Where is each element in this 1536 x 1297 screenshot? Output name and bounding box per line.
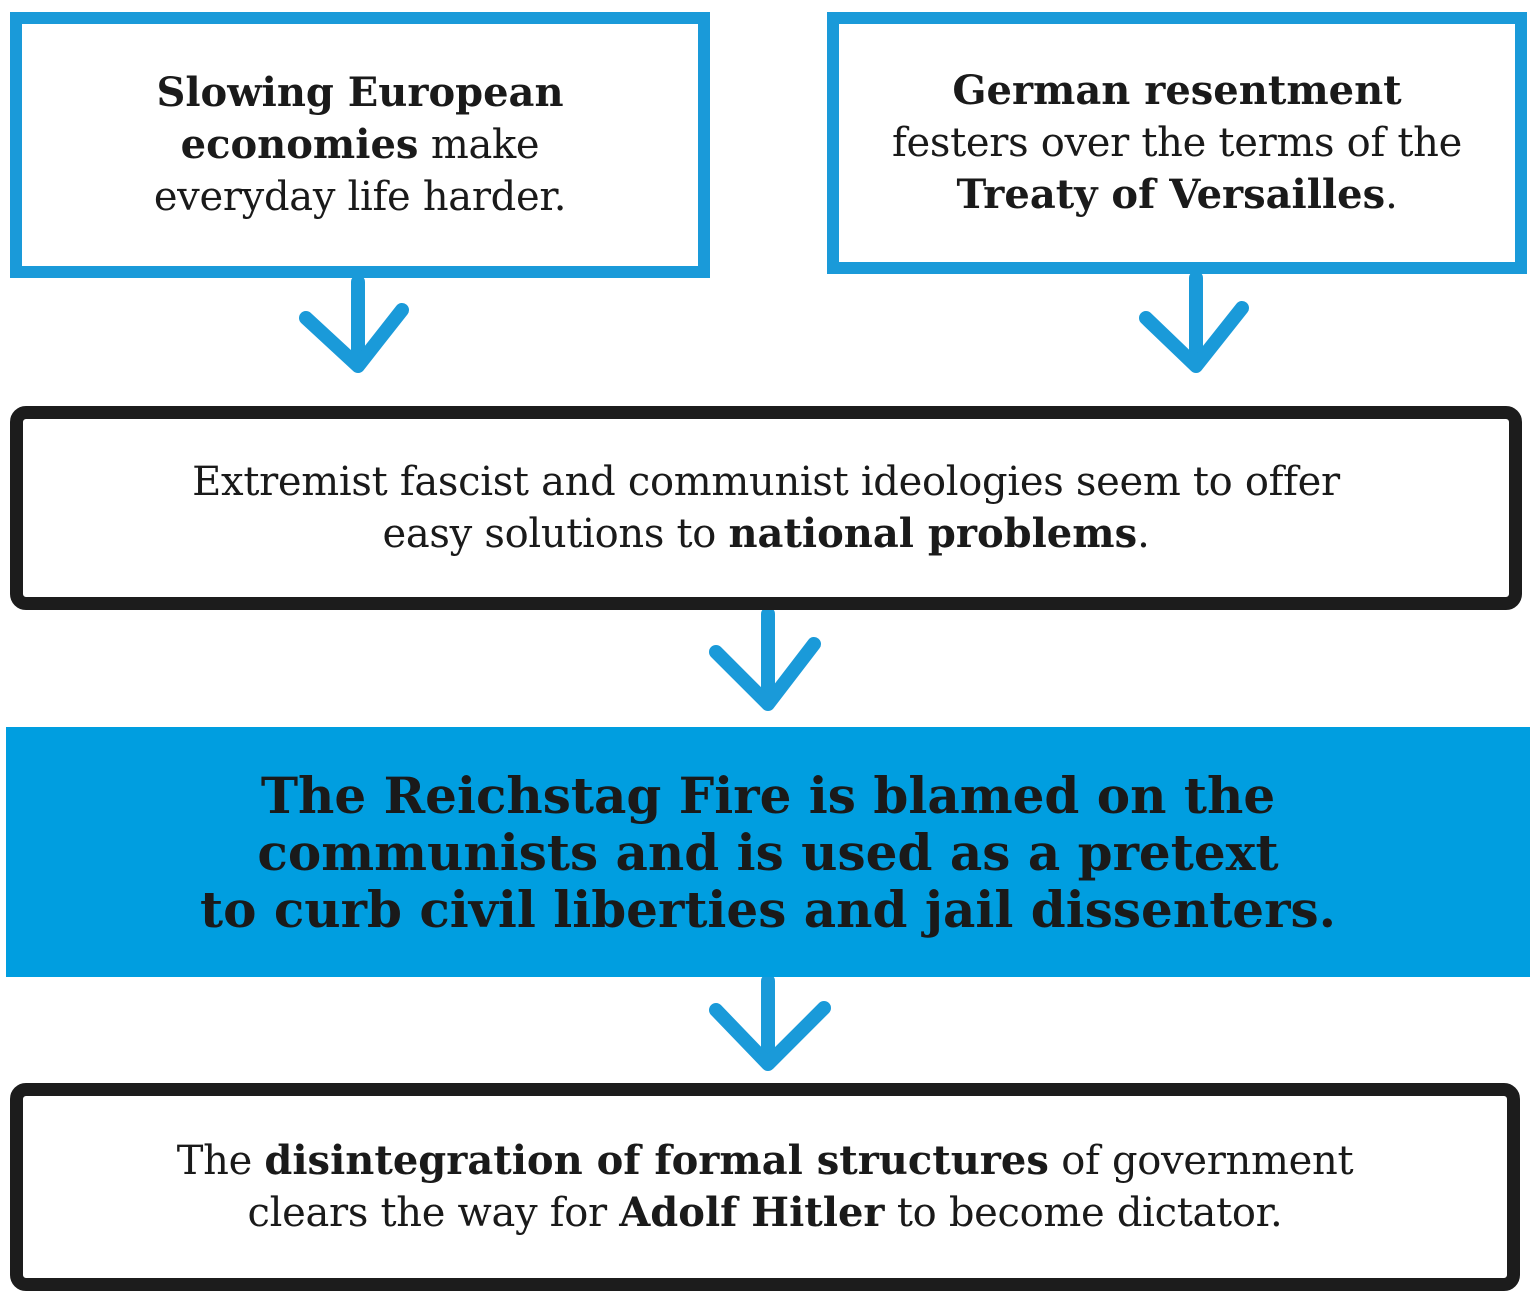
economies-bold-1: Slowing European bbox=[156, 69, 564, 116]
fire-line-3: to curb civil liberties and jail dissent… bbox=[199, 879, 1337, 939]
resentment-text-1: festers over the terms of the bbox=[892, 120, 1462, 166]
fire-line-1: The Reichstag Fire is blamed on the bbox=[260, 765, 1276, 825]
disintegration-text-1: The bbox=[176, 1138, 265, 1184]
node-german-resentment-text: German resentment festers over the terms… bbox=[892, 65, 1462, 221]
node-disintegration-text: The disintegration of formal structures … bbox=[177, 1135, 1354, 1239]
ideologies-text-2: easy solutions to bbox=[382, 511, 729, 557]
fire-line-2: communists and is used as a pretext bbox=[257, 822, 1279, 882]
resentment-bold-1: German resentment bbox=[952, 67, 1402, 114]
ideologies-bold-1: national problems bbox=[728, 510, 1138, 557]
arrow-resentment-to-ideologies bbox=[1139, 271, 1249, 373]
economies-text-2: everyday life harder. bbox=[153, 174, 567, 220]
node-extremist-ideologies-text: Extremist fascist and communist ideologi… bbox=[192, 456, 1340, 560]
resentment-text-2: . bbox=[1385, 172, 1398, 218]
node-disintegration: The disintegration of formal structures … bbox=[10, 1083, 1520, 1291]
ideologies-text-3: . bbox=[1137, 511, 1150, 557]
disintegration-text-2: of government bbox=[1048, 1138, 1354, 1184]
disintegration-bold-2: Adolf Hitler bbox=[619, 1189, 885, 1236]
arrow-economies-to-ideologies bbox=[299, 275, 409, 373]
disintegration-text-4: to become dictator. bbox=[884, 1190, 1283, 1236]
node-slowing-economies: Slowing European economies make everyday… bbox=[10, 12, 710, 278]
disintegration-bold-1: disintegration of formal structures bbox=[264, 1137, 1049, 1184]
node-german-resentment: German resentment festers over the terms… bbox=[827, 12, 1527, 274]
ideologies-text-1: Extremist fascist and communist ideologi… bbox=[192, 459, 1340, 505]
disintegration-text-3: clears the way for bbox=[247, 1190, 620, 1236]
node-reichstag-fire: The Reichstag Fire is blamed on the comm… bbox=[6, 727, 1530, 977]
resentment-bold-2: Treaty of Versailles bbox=[956, 171, 1386, 218]
economies-text-1: make bbox=[418, 122, 540, 168]
economies-bold-2: economies bbox=[180, 121, 419, 168]
node-extremist-ideologies: Extremist fascist and communist ideologi… bbox=[10, 406, 1522, 610]
node-reichstag-fire-text: The Reichstag Fire is blamed on the comm… bbox=[200, 767, 1336, 938]
arrow-fire-to-disintegration bbox=[709, 974, 831, 1071]
node-slowing-economies-text: Slowing European economies make everyday… bbox=[153, 67, 567, 223]
arrow-ideologies-to-fire bbox=[709, 607, 821, 711]
